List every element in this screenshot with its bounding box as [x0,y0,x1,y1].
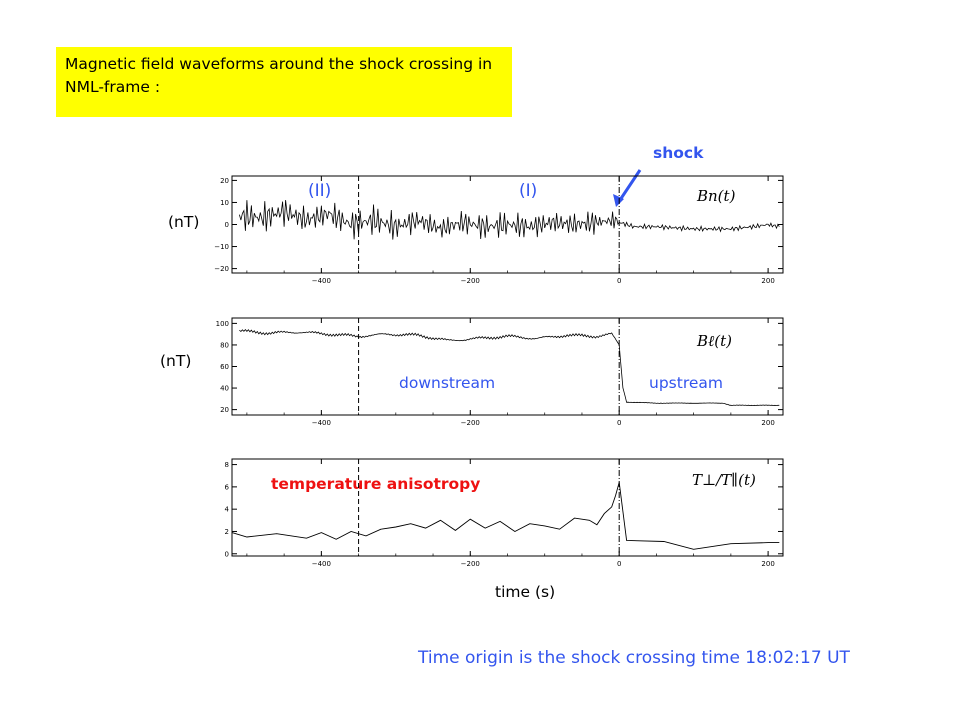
upstream-label: upstream [649,374,723,392]
x-tick-label: 0 [617,419,621,427]
y-tick-label: 8 [225,461,229,469]
y-tick-label: 2 [225,528,229,536]
series-line [239,200,780,240]
y-tick-label: 10 [220,199,229,207]
x-tick-label: −200 [461,419,480,427]
y-tick-label: 4 [225,506,230,514]
region-II-label: (II) [308,181,332,201]
y-tick-label: 0 [225,221,229,229]
unit-label-mid: (nT) [160,352,192,370]
footer-note: Time origin is the shock crossing time 1… [418,648,850,668]
series-name-label: Bn(t) [696,187,736,205]
x-tick-label: −400 [312,277,331,285]
panel-1: −400 −200 0 200 −20 −10 0 10 20 Bn(t) [214,175,784,285]
x-tick-label: −200 [461,560,480,568]
y-tick-label: 80 [220,341,229,349]
y-tick-label: 6 [225,483,230,491]
series-name-label: T⊥/T∥(t) [692,471,756,489]
shock-label: shock [653,144,704,162]
x-tick-label: 0 [617,560,621,568]
series-name-label: Bℓ(t) [696,332,732,350]
slide-title: Magnetic field waveforms around the shoc… [65,55,493,96]
shock-arrow-head [613,194,624,207]
panel-2: −400 −200 0 200 20 40 60 80 100 Bℓ(t) [216,317,784,427]
unit-label-top: (nT) [168,213,200,231]
y-tick-label: 100 [216,320,229,328]
x-tick-label: −400 [312,560,331,568]
x-tick-label: 200 [761,277,774,285]
x-tick-label: 200 [761,560,774,568]
series-line [231,482,780,550]
series-line [239,328,780,407]
x-tick-label: 200 [761,419,774,427]
x-tick-label: −200 [461,277,480,285]
y-tick-label: 40 [220,385,229,393]
x-tick-label: −400 [312,419,331,427]
y-tick-label: 20 [220,177,229,185]
y-tick-label: 20 [220,406,229,414]
x-tick-label: 0 [617,277,621,285]
y-tick-label: 0 [225,550,229,558]
downstream-label: downstream [399,374,496,392]
time-axis-label: time (s) [495,583,556,601]
title-box: Magnetic field waveforms around the shoc… [56,47,512,117]
y-tick-label: 60 [220,363,229,371]
region-I-label: (I) [519,181,538,201]
panel-3: −400 −200 0 200 0 2 4 6 8 T⊥/T∥(t) [225,458,784,568]
y-tick-label: −20 [214,265,229,273]
y-tick-label: −10 [214,243,229,251]
temperature-anisotropy-label: temperature anisotropy [271,475,481,493]
